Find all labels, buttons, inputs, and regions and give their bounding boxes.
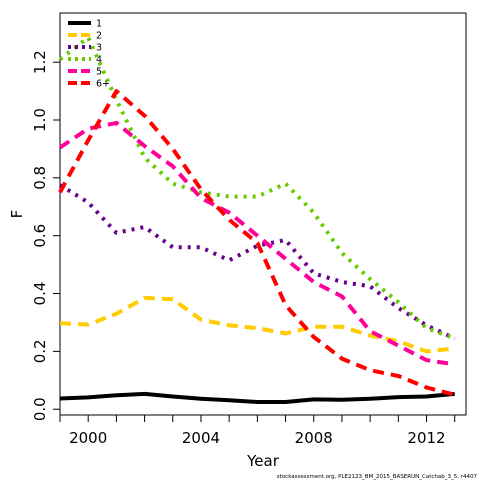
series-line-5: [58, 120, 456, 367]
plot-frame: [59, 12, 467, 416]
y-tick-label: 0.4: [31, 282, 49, 306]
series-line-4: [58, 35, 456, 341]
y-tick-label: 1.0: [31, 108, 49, 132]
y-tick-label: 0.2: [31, 339, 49, 363]
legend-label: 1: [96, 19, 102, 30]
x-tick-label: 2008: [295, 429, 333, 447]
x-tick-label: 2012: [407, 429, 445, 447]
series-line-6+: [58, 89, 456, 397]
y-axis-title: F: [8, 210, 26, 219]
x-tick-label: 2000: [69, 429, 107, 447]
series-layer: [58, 35, 456, 404]
y-tick-label: 1.2: [31, 50, 49, 74]
series-line-1: [59, 391, 455, 404]
legend-label: 2: [96, 31, 102, 42]
series-line-3: [58, 183, 456, 341]
legend-label: 3: [96, 43, 102, 54]
legend-label: 5: [96, 67, 102, 78]
legend-label: 4: [96, 55, 102, 66]
legend-label: 6+: [96, 79, 110, 90]
credit-note: stockassessment.org, PLE2123_BM_2015_BAS…: [277, 474, 478, 480]
axes: 2000 2004 2008 2012 0.0 0.2 0.4 0.6 0.8 1.0 1.2: [31, 50, 456, 447]
y-tick-label: 0.6: [31, 224, 49, 248]
y-tick-label: 0.8: [31, 166, 49, 190]
x-tick-label: 2004: [182, 429, 220, 447]
y-tick-label: 0.0: [31, 397, 49, 421]
x-axis-title: Year: [246, 452, 280, 470]
